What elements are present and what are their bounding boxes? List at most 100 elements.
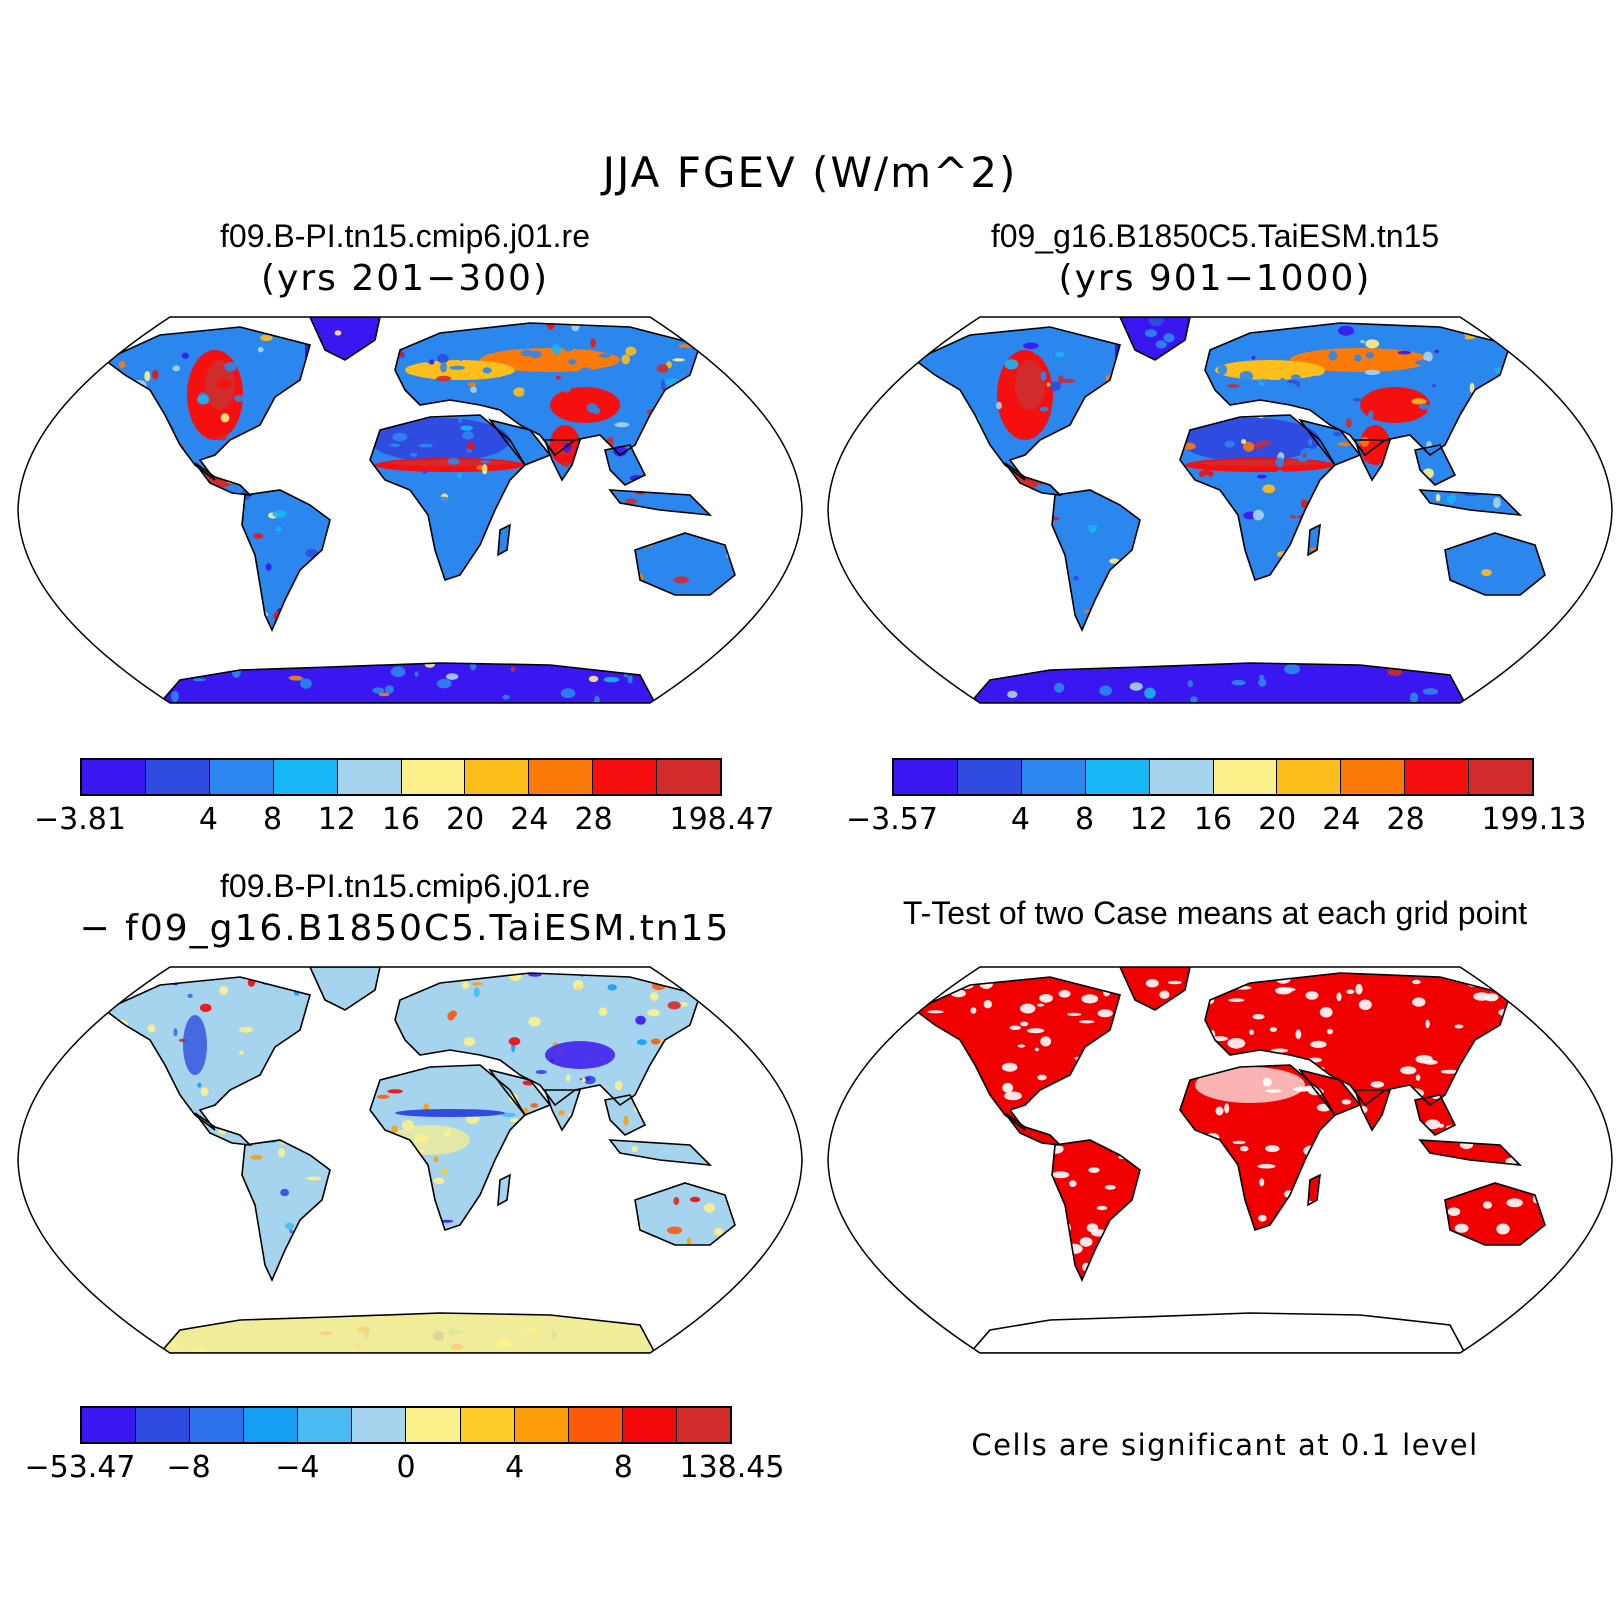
colorbar-swatch (593, 760, 658, 794)
panel-1-title: f09.B-PI.tn15.cmip6.j01.re (220, 218, 590, 254)
coastline-arabia (488, 418, 552, 466)
coastline-india (543, 1089, 582, 1132)
coastline-europeAsia (394, 322, 702, 457)
colorbar-tick-label: 16 (381, 802, 421, 837)
colorbar-tick-label: 8 (1075, 802, 1095, 837)
panel-3-title: f09.B-PI.tn15.cmip6.j01.re (220, 868, 590, 904)
colorbar-swatch (1085, 760, 1150, 794)
coastline-southAmerica (1051, 489, 1141, 632)
colorbar-swatch (460, 1408, 515, 1442)
colorbar-tick-label: 4 (198, 802, 218, 837)
coastline-indonesia (1418, 1139, 1523, 1167)
colorbar-swatch (1341, 760, 1406, 794)
colorbar-swatch (957, 760, 1022, 794)
coastline-india (543, 439, 582, 482)
colorbar-swatch (514, 1408, 569, 1442)
colorbar-tick-label: 28 (1386, 802, 1425, 837)
colorbar-swatch (568, 1408, 623, 1442)
colorbar-case1 (80, 758, 722, 796)
colorbar-swatch (465, 760, 530, 794)
colorbar-tick-label: 28 (574, 802, 613, 837)
coastline-greenland (308, 317, 381, 361)
coastline-northAmerica (103, 326, 311, 481)
coastline-europeAsia (394, 972, 702, 1107)
colorbar-swatch (337, 760, 402, 794)
colorbar-tick-label: −53.47 (24, 1450, 136, 1485)
colorbar-tick-label: 4 (505, 1450, 525, 1485)
colorbar-swatch (1021, 760, 1086, 794)
colorbar-swatch (1213, 760, 1278, 794)
colorbar-swatch (244, 1408, 299, 1442)
coastline-india (1353, 1089, 1392, 1132)
colorbar-case2 (892, 758, 1534, 796)
colorbar-swatch (82, 1408, 137, 1442)
coastline-arabia (488, 1068, 552, 1116)
colorbar-swatch (82, 760, 146, 794)
colorbar-swatch (273, 760, 338, 794)
coastline-antarctica (968, 1312, 1467, 1353)
colorbar-tick-label: 24 (510, 802, 549, 837)
colorbar-swatch (136, 1408, 191, 1442)
coastline-seAsia (1414, 444, 1457, 486)
colorbar-tick-label: 20 (1258, 802, 1297, 837)
map-border (827, 966, 1613, 1354)
coastline-indonesia (608, 1139, 713, 1167)
colorbar-swatch (401, 760, 466, 794)
colorbar-tick-label: −4 (275, 1450, 320, 1485)
colorbar-swatch (529, 760, 594, 794)
colorbar-swatch (145, 760, 210, 794)
coastline-greenland (1118, 967, 1191, 1011)
coastline-europeAsia (1204, 972, 1512, 1107)
colorbar-swatch (1469, 760, 1533, 794)
colorbar-swatch (676, 1408, 730, 1442)
coastline-southAmerica (1051, 1139, 1141, 1282)
colorbar-tick-label: 12 (1129, 802, 1168, 837)
map-case1 (17, 316, 803, 704)
coastline-madagascar (1307, 1173, 1321, 1207)
significance-note: Cells are significant at 0.1 level (971, 1428, 1479, 1462)
coastline-antarctica (968, 662, 1467, 703)
panel-1-subtitle: (yrs 201−300) (261, 258, 549, 299)
colorbar-difference (80, 1406, 732, 1444)
colorbar-swatch (1277, 760, 1342, 794)
coastline-madagascar (497, 523, 511, 557)
coastline-madagascar (497, 1173, 511, 1207)
colorbar-tick-label: 8 (613, 1450, 633, 1485)
coastline-europeAsia (1204, 322, 1512, 457)
coastline-australia (634, 532, 736, 596)
coastline-southAmerica (241, 489, 331, 632)
colorbar-tick-label: 4 (1010, 802, 1030, 837)
panel-4-title: T-Test of two Case means at each grid po… (902, 895, 1528, 931)
coastline-northAmerica (913, 976, 1121, 1131)
map-border (17, 966, 803, 1354)
coastline-australia (634, 1182, 736, 1246)
coastline-india (1353, 439, 1392, 482)
coastline-northAmerica (913, 326, 1121, 481)
panel-2-title: f09_g16.B1850C5.TaiESM.tn15 (990, 218, 1440, 254)
map-case2 (827, 316, 1613, 704)
colorbar-swatch (894, 760, 958, 794)
coastline-northAmerica (103, 976, 311, 1131)
coastline-seAsia (1414, 1094, 1457, 1136)
colorbar-swatch (190, 1408, 245, 1442)
colorbar-swatch (298, 1408, 353, 1442)
coastline-indonesia (1418, 489, 1523, 517)
coastline-antarctica (158, 1312, 657, 1353)
colorbar-tick-label: 20 (446, 802, 485, 837)
map-border (17, 316, 803, 704)
map-ttest (827, 966, 1613, 1354)
colorbar-tick-label: 24 (1322, 802, 1361, 837)
coastline-australia (1444, 532, 1546, 596)
colorbar-swatch (1405, 760, 1470, 794)
colorbar-swatch (1149, 760, 1214, 794)
figure-title: JJA FGEV (W/m^2) (602, 148, 1018, 197)
colorbar-swatch (406, 1408, 461, 1442)
colorbar-swatch (622, 1408, 677, 1442)
colorbar-tick-label: −3.57 (846, 802, 938, 837)
map-border (827, 316, 1613, 704)
colorbar-tick-label: 12 (317, 802, 356, 837)
colorbar-swatch (352, 1408, 407, 1442)
panel-3-subtitle: − f09_g16.B1850C5.TaiESM.tn15 (79, 908, 731, 949)
coastline-seAsia (604, 444, 647, 486)
colorbar-tick-label: 8 (263, 802, 283, 837)
